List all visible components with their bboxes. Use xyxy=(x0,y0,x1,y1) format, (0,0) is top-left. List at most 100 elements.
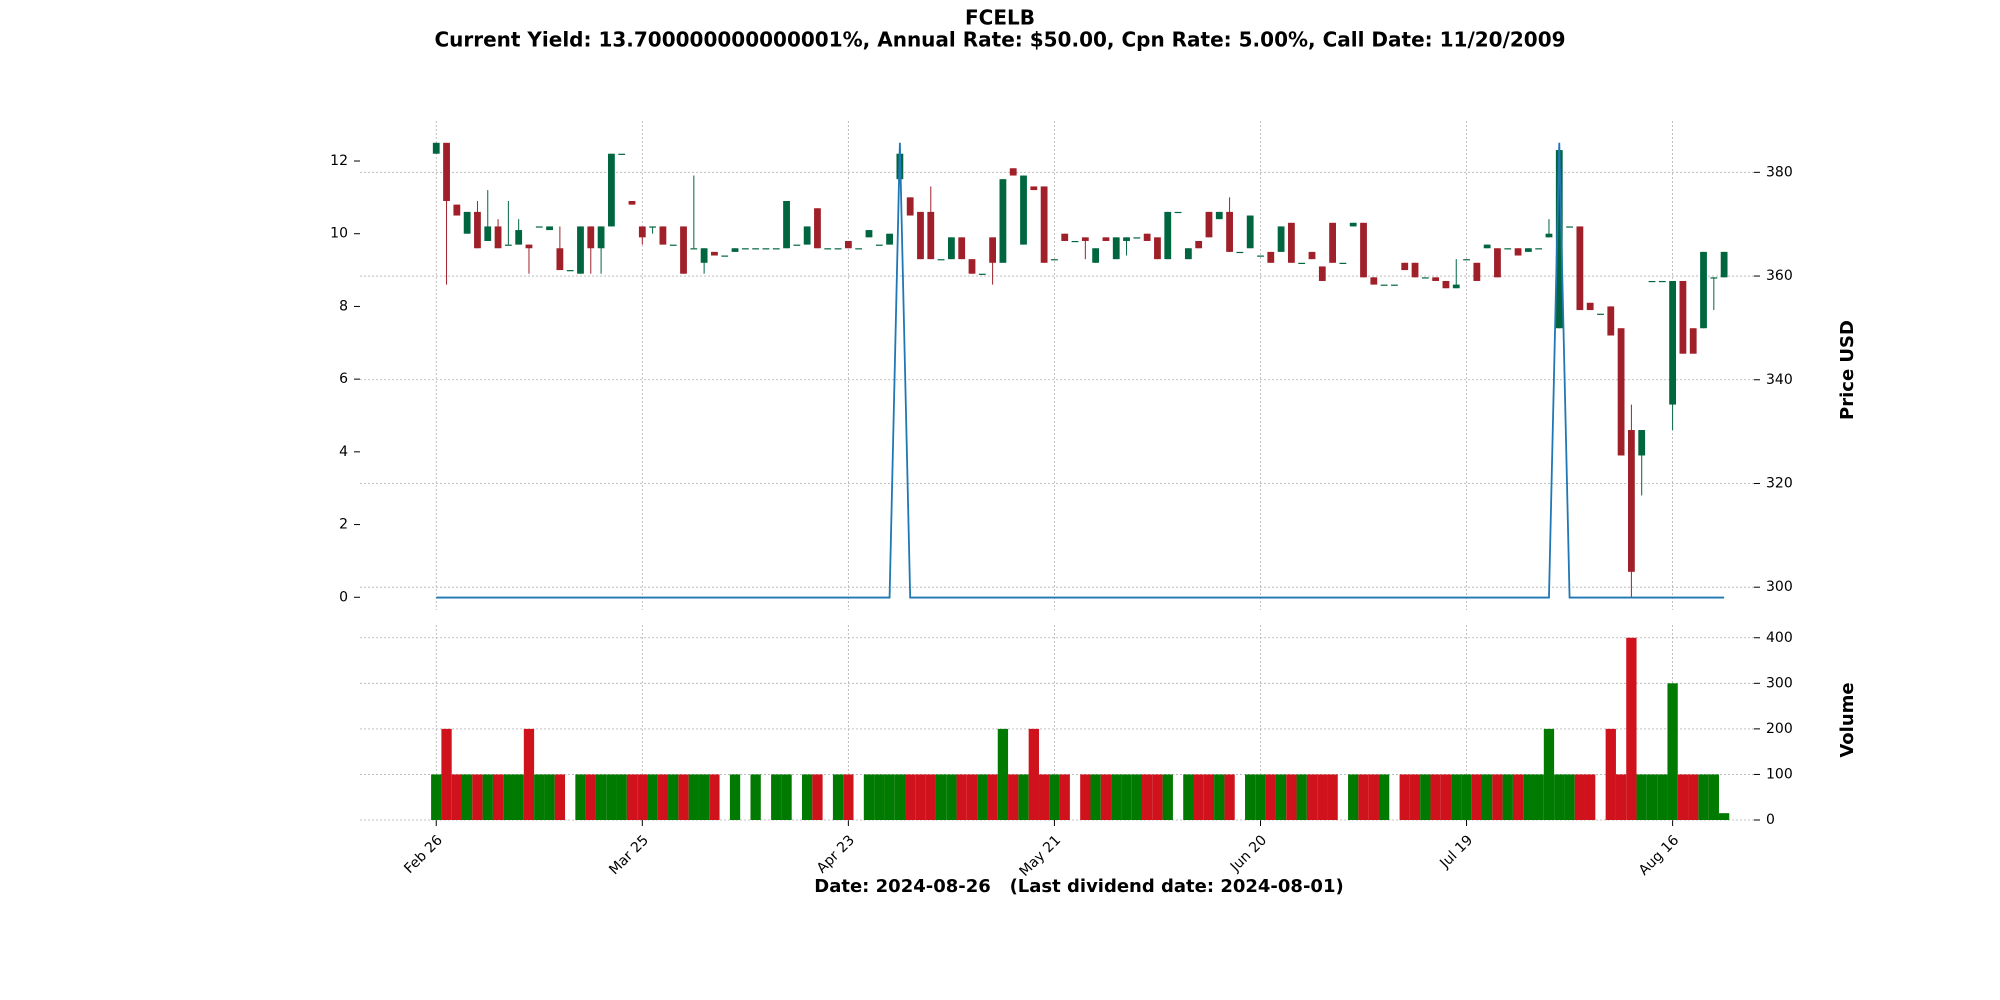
candle-body xyxy=(1669,280,1677,405)
candle-body xyxy=(535,226,543,228)
candle-body xyxy=(1133,237,1141,239)
volume-bar xyxy=(832,774,844,820)
volume-bar xyxy=(1162,774,1173,820)
volume-bar xyxy=(1492,774,1503,820)
y2-tick-label: 380 xyxy=(1766,164,1793,180)
volume-bar xyxy=(451,774,462,820)
y-tick-label: 4 xyxy=(339,444,348,460)
candle-body xyxy=(638,226,646,238)
candle-body xyxy=(525,244,533,249)
volume-bar xyxy=(1677,774,1689,820)
volume-bar xyxy=(1461,774,1472,820)
volume-bar xyxy=(534,774,545,820)
volume-bar xyxy=(1152,774,1163,820)
volume-bar xyxy=(894,774,906,820)
volume-bar xyxy=(441,728,452,820)
candle-body xyxy=(597,226,605,249)
volume-bar xyxy=(946,774,957,820)
y-tick-label: 400 xyxy=(1766,630,1793,646)
volume-bar xyxy=(616,774,627,820)
candle-body xyxy=(1030,186,1038,191)
volume-bar xyxy=(915,774,926,820)
candle-body xyxy=(1267,251,1275,263)
volume-bar xyxy=(729,774,741,820)
volume-bar xyxy=(1131,774,1142,820)
candle-body xyxy=(587,226,595,249)
candle-body xyxy=(1566,226,1573,228)
candle-body xyxy=(1154,237,1161,260)
volume-bar xyxy=(595,774,607,820)
volume-bar xyxy=(812,774,823,820)
candle-body xyxy=(1597,313,1604,315)
candle-body xyxy=(1112,237,1120,260)
candle-body xyxy=(474,211,481,249)
volume-bar xyxy=(1038,774,1050,820)
candle-body xyxy=(1143,233,1151,241)
volume-bar xyxy=(1420,774,1431,820)
candle-body xyxy=(1102,237,1110,241)
candle-body xyxy=(1298,262,1306,264)
candle-body xyxy=(1009,168,1017,176)
candle-body xyxy=(1504,248,1512,250)
candle-body xyxy=(607,153,615,227)
candle-body xyxy=(1349,222,1357,227)
volume-bar xyxy=(1574,774,1586,820)
volume-bar xyxy=(1564,774,1575,820)
candle-body xyxy=(1123,237,1130,241)
candle-body xyxy=(947,237,955,260)
y-tick-label: 10 xyxy=(330,226,348,242)
candle-body xyxy=(1432,277,1440,281)
candle-body xyxy=(1638,430,1646,456)
candle-body xyxy=(1452,284,1460,289)
volume-bar xyxy=(1605,728,1616,820)
volume-bar xyxy=(1111,774,1122,820)
line-series xyxy=(436,142,1725,599)
x-tick-label: May 21 xyxy=(1017,832,1065,880)
candle-body xyxy=(1329,222,1337,263)
volume-bar xyxy=(431,774,442,820)
volume-bar xyxy=(523,728,535,820)
volume-bar xyxy=(482,774,493,820)
candle-body xyxy=(1246,215,1254,249)
volume-bar xyxy=(1585,774,1596,820)
y-tick-label: 0 xyxy=(1766,812,1775,828)
volume-bar xyxy=(1090,774,1101,820)
volume-bar xyxy=(1028,728,1039,820)
candle-body xyxy=(1473,262,1481,281)
volume-bar xyxy=(1657,774,1668,820)
volume-bar xyxy=(1533,774,1544,820)
candle-body xyxy=(927,211,935,260)
candle-body xyxy=(711,251,718,256)
candle-body xyxy=(1370,277,1378,285)
volume-bar xyxy=(1183,774,1194,820)
candle-body xyxy=(1226,211,1233,252)
candle-body xyxy=(628,200,636,205)
candle-body xyxy=(917,211,924,260)
volume-bar xyxy=(1008,774,1019,820)
volume-bar xyxy=(709,774,720,820)
candle-body xyxy=(515,230,523,245)
volume-bar xyxy=(1512,774,1524,820)
y-tick-label: 200 xyxy=(1766,721,1793,737)
volume-bar xyxy=(781,774,792,820)
y-tick-label: 12 xyxy=(330,153,348,169)
candle-body xyxy=(463,211,471,234)
candle-body xyxy=(649,226,657,228)
candle-body xyxy=(1287,222,1295,263)
volume-bar xyxy=(1646,774,1658,820)
volume-bar xyxy=(544,774,555,820)
volume-bar xyxy=(1615,774,1627,820)
y-tick-label: 300 xyxy=(1766,675,1793,691)
candle-body xyxy=(1318,266,1326,281)
candle-body xyxy=(1257,255,1264,257)
x-tick-label: Aug 16 xyxy=(1636,832,1682,878)
candle-body xyxy=(1401,262,1409,271)
candle-body xyxy=(1586,302,1594,311)
candle-body xyxy=(1494,248,1501,278)
candle-body xyxy=(504,244,512,246)
candle-body xyxy=(669,244,677,246)
volume-bar xyxy=(637,774,648,820)
candle-body xyxy=(721,255,729,257)
